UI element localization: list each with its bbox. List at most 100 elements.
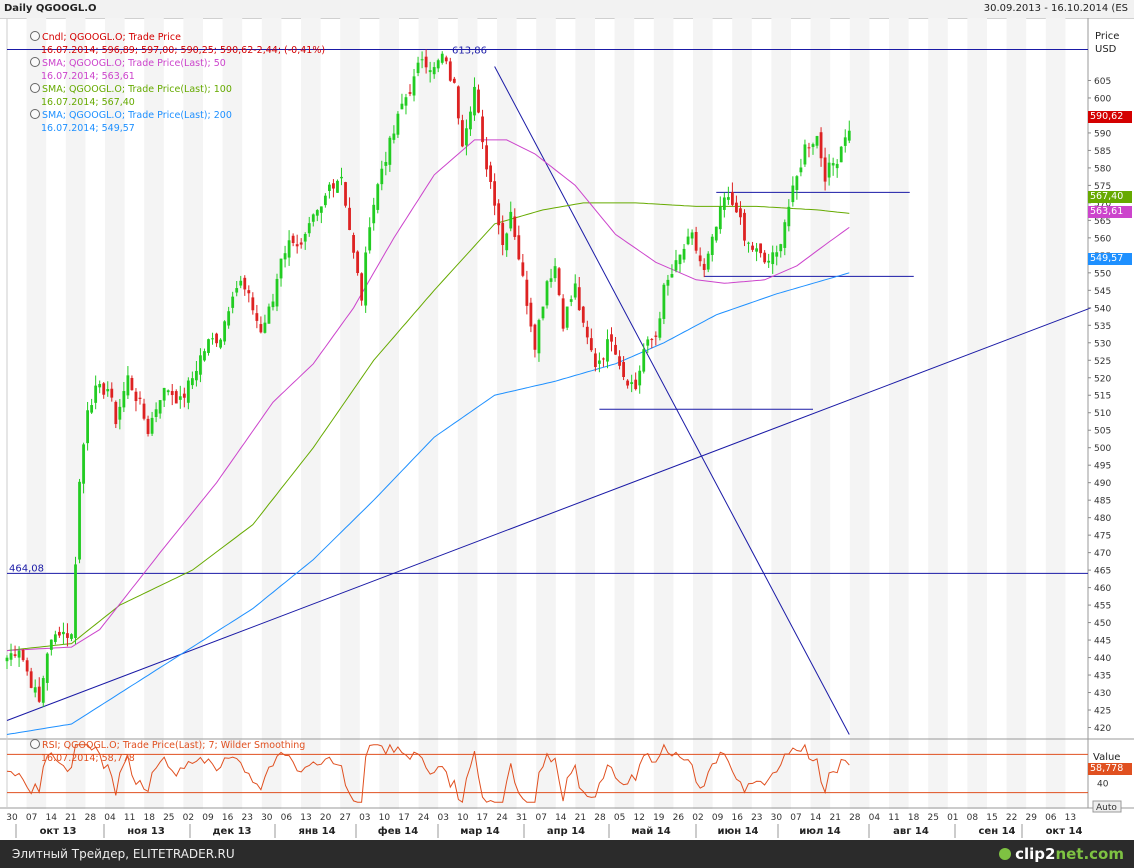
rsi-legend[interactable]: RSI; QGOOGL.O; Trade Price(Last); 7; Wil… <box>30 739 305 765</box>
price-tick-label: 450 <box>1094 619 1111 629</box>
candle-up <box>372 197 376 231</box>
candle-down <box>610 327 613 352</box>
eye-icon[interactable] <box>30 31 40 41</box>
legend-sma50[interactable]: SMA; QGOOGL.O; Trade Price(Last); 50 16.… <box>30 57 325 83</box>
day-tick-label: 26 <box>673 813 685 823</box>
eye-icon[interactable] <box>30 739 40 749</box>
candle-body <box>440 53 444 63</box>
candle-up <box>287 230 291 266</box>
brand-logo[interactable]: clip2net.com <box>999 845 1124 863</box>
candle-body <box>319 206 323 213</box>
legend-candles[interactable]: Cndl; QGOOGL.O; Trade Price 16.07.2014; … <box>30 31 325 57</box>
candle-body <box>726 197 730 200</box>
candle-body <box>509 211 513 229</box>
candle-down <box>21 649 25 662</box>
day-tick-label: 15 <box>986 813 997 823</box>
candle-body <box>400 103 404 110</box>
candle-up <box>541 306 545 321</box>
candle-up <box>678 254 682 273</box>
eye-icon[interactable] <box>30 109 40 119</box>
candle-body <box>255 313 259 321</box>
legend-sma100[interactable]: SMA; QGOOGL.O; Trade Price(Last); 100 16… <box>30 83 325 109</box>
candle-up <box>150 411 154 436</box>
candle-body <box>364 252 368 306</box>
date-range: 30.09.2013 - 16.10.2014 (ES <box>983 3 1128 14</box>
chart-header: Daily QGOOGL.O 30.09.2013 - 16.10.2014 (… <box>0 0 1134 19</box>
globe-icon <box>999 848 1012 860</box>
candle-up <box>62 622 65 645</box>
day-tick-label: 28 <box>85 813 97 823</box>
candle-body <box>747 242 750 244</box>
price-tick-label: 580 <box>1094 164 1111 174</box>
candle-body <box>722 197 726 210</box>
candle-body <box>142 403 146 419</box>
candle-up <box>94 375 98 410</box>
candle-up <box>465 119 468 156</box>
auto-scale-button[interactable] <box>1092 800 1122 813</box>
support-trendline <box>6 307 1092 721</box>
week-stripe <box>26 18 47 809</box>
price-tick-label: 530 <box>1094 339 1111 349</box>
week-stripe <box>222 18 243 809</box>
candle-body <box>166 390 170 393</box>
day-tick-label: 01 <box>947 813 958 823</box>
candle-down <box>763 250 767 264</box>
candle-up <box>231 291 235 314</box>
candle-up <box>315 209 319 222</box>
candle-body <box>412 76 416 96</box>
candle-body <box>336 180 339 193</box>
candle-body <box>360 273 364 301</box>
candle-down <box>525 270 529 315</box>
candle-up <box>235 280 239 297</box>
candle-body <box>49 639 53 650</box>
candles <box>5 49 851 707</box>
candle-body <box>565 306 569 328</box>
candle-down <box>102 382 106 399</box>
candle-up <box>791 176 795 207</box>
legend-label: Cndl; QGOOGL.O; Trade Price <box>42 32 181 43</box>
candle-body <box>598 360 601 364</box>
candle-up <box>469 106 472 136</box>
candle-up <box>718 196 722 234</box>
candle-down <box>577 276 581 311</box>
candle-body <box>831 163 835 166</box>
legend-sma200[interactable]: SMA; QGOOGL.O; Trade Price(Last); 200 16… <box>30 109 325 135</box>
eye-icon[interactable] <box>30 83 40 93</box>
price-tick-label: 470 <box>1094 549 1111 559</box>
candle-down <box>255 304 259 329</box>
candle-body <box>541 306 545 319</box>
candle-body <box>275 278 279 307</box>
candle-down <box>529 297 533 333</box>
week-stripe <box>889 18 909 809</box>
candle-body <box>195 370 198 381</box>
candle-body <box>493 181 497 206</box>
candle-body <box>33 687 37 693</box>
candle-body <box>332 183 335 189</box>
candle-down <box>743 209 746 247</box>
candle-up <box>323 193 327 208</box>
candle-up <box>388 135 392 172</box>
price-tick-label: 485 <box>1094 497 1111 507</box>
candle-body <box>763 252 767 263</box>
candle-up <box>598 352 601 373</box>
candle-up <box>178 385 182 409</box>
candle-down <box>215 332 218 347</box>
candle-body <box>779 244 783 252</box>
month-label: дек 13 <box>212 826 251 837</box>
candle-body <box>787 206 791 227</box>
eye-icon[interactable] <box>30 57 40 67</box>
rsi-marker: 58,778 <box>1088 763 1132 775</box>
candle-up <box>630 374 634 393</box>
candle-body <box>497 203 501 226</box>
candle-body <box>344 182 347 206</box>
week-stripe <box>183 18 203 809</box>
candle-up <box>726 186 730 205</box>
candle-up <box>646 336 650 354</box>
candle-body <box>283 253 287 260</box>
candle-body <box>569 299 573 302</box>
candle-up <box>565 306 569 331</box>
candle-body <box>465 128 468 146</box>
candle-body <box>227 311 231 326</box>
candle-down <box>259 316 263 334</box>
